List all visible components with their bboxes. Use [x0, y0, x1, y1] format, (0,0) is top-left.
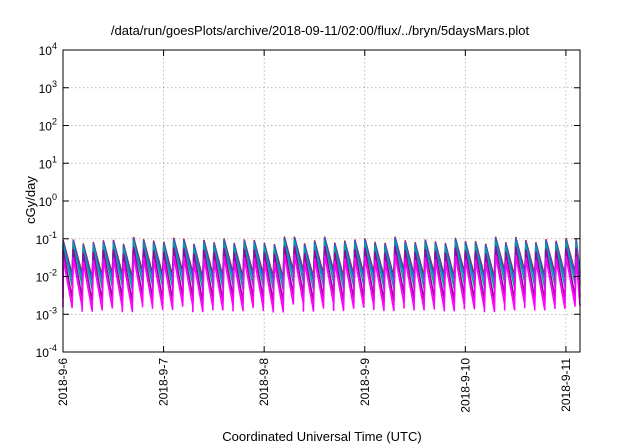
y-tick-label: 100 [39, 192, 57, 209]
y-tick-base: 10 [39, 82, 53, 96]
series-line-4 [62, 254, 581, 313]
y-tick-base: 10 [36, 271, 50, 285]
y-axis-label: cGy/day [23, 176, 38, 224]
series-group [62, 236, 581, 313]
y-tick-exponent: 4 [52, 41, 57, 51]
x-tick-label: 2018-9-8 [257, 358, 271, 406]
y-tick-label: 10-4 [36, 343, 57, 360]
y-tick-exponent: 0 [52, 192, 57, 202]
y-tick-base: 10 [36, 233, 50, 247]
plot-frame [62, 49, 581, 353]
x-tick-label: 2018-9-9 [358, 358, 372, 406]
y-tick-exponent: 3 [52, 79, 57, 89]
y-tick-base: 10 [36, 346, 50, 360]
y-tick-label: 101 [39, 154, 57, 171]
x-tick-label: 2018-9-10 [458, 358, 472, 413]
y-tick-label: 10-1 [36, 230, 57, 247]
x-axis-label: Coordinated Universal Time (UTC) [222, 429, 421, 444]
y-tick-exponent: -4 [49, 343, 57, 353]
x-tick-label: 2018-9-6 [56, 358, 70, 406]
y-tick-exponent: 1 [52, 154, 57, 164]
y-tick-base: 10 [39, 44, 53, 58]
y-tick-label: 10-3 [36, 305, 57, 322]
y-tick-exponent: -3 [49, 305, 57, 315]
y-tick-base: 10 [39, 195, 53, 209]
x-tick-label: 2018-9-7 [157, 358, 171, 406]
x-tick-label: 2018-9-11 [559, 358, 573, 412]
chart-title: /data/run/goesPlots/archive/2018-09-11/0… [111, 23, 530, 38]
y-tick-label: 104 [39, 41, 57, 58]
y-tick-label: 103 [39, 79, 57, 96]
y-tick-label: 10-2 [36, 268, 57, 285]
y-tick-label: 102 [39, 117, 57, 134]
y-tick-exponent: 2 [52, 117, 57, 127]
y-tick-base: 10 [36, 308, 50, 322]
y-tick-base: 10 [39, 120, 53, 134]
y-tick-exponent: -2 [49, 268, 57, 278]
y-tick-base: 10 [39, 157, 53, 171]
grid [63, 50, 580, 352]
y-tick-exponent: -1 [49, 230, 57, 240]
